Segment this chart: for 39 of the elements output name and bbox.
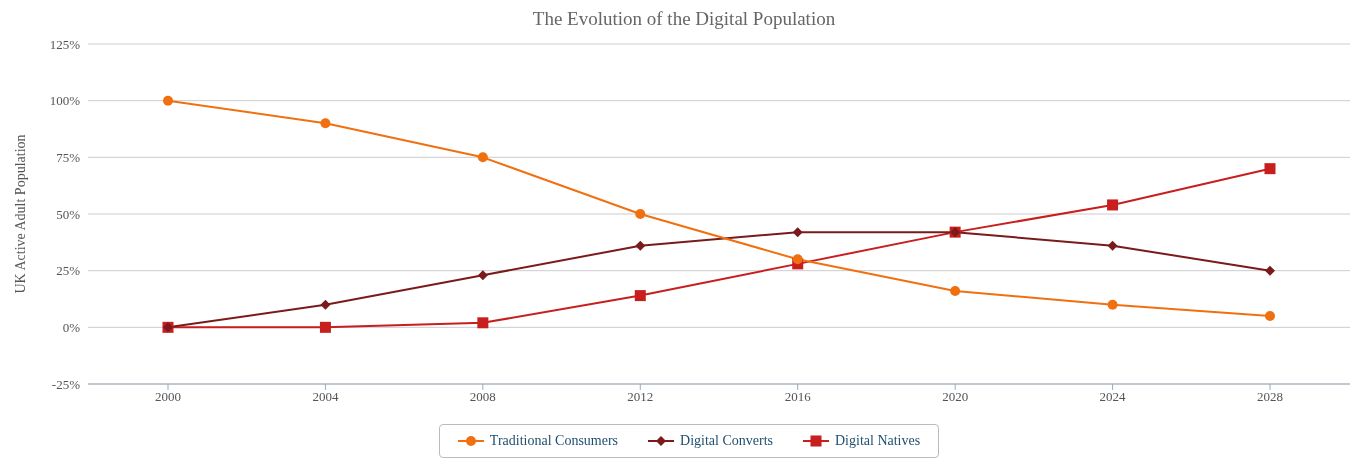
x-tick-label: 2020 [942, 389, 969, 405]
point [320, 299, 331, 310]
point [319, 321, 331, 333]
point [1265, 265, 1275, 276]
x-tick-label: 2000 [155, 389, 181, 405]
legend-label: Digital Converts [679, 433, 773, 449]
point [477, 152, 488, 163]
x-tick-label: 2008 [469, 389, 496, 405]
point [1264, 163, 1276, 175]
legend-label: Digital Natives [834, 433, 921, 449]
y-axis-title: UK Active Adult Population [12, 134, 28, 294]
point [635, 209, 646, 219]
point [792, 227, 803, 238]
point [1265, 311, 1275, 321]
point [634, 290, 646, 302]
point [1107, 199, 1119, 211]
point [320, 118, 331, 129]
x-tick-label: 2016 [784, 389, 812, 405]
x-tick-label: 2024 [1099, 389, 1127, 405]
point [477, 317, 489, 329]
y-tick-label: 125% [49, 36, 81, 52]
y-tick-label: 0% [62, 319, 81, 335]
point [477, 270, 488, 281]
x-tick-label: 2028 [1257, 389, 1283, 405]
x-tick-label: 2012 [627, 389, 654, 405]
chart-title: The Evolution of the Digital Population [531, 8, 837, 31]
y-tick-label: 50% [56, 206, 81, 222]
x-tick-label: 2004 [312, 389, 339, 405]
point [1107, 299, 1118, 310]
y-tick-label: -25% [51, 376, 81, 392]
y-tick-label: 25% [56, 263, 81, 279]
point [1107, 240, 1118, 251]
point [950, 286, 961, 297]
point [635, 240, 646, 251]
point [163, 95, 173, 106]
point [792, 254, 803, 265]
y-tick-label: 100% [49, 93, 81, 109]
legend-label: Traditional Consumers [488, 433, 619, 449]
y-tick-label: 75% [56, 149, 81, 165]
